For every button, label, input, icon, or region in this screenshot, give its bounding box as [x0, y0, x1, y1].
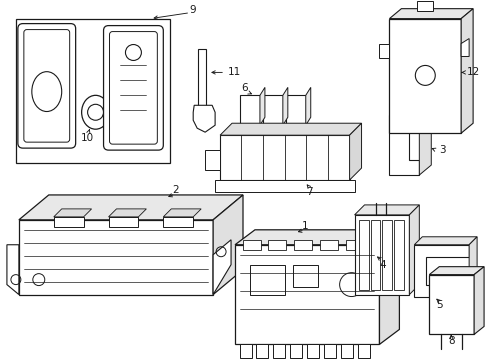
Bar: [358, 220, 368, 289]
Bar: [240, 345, 251, 358]
Text: 1: 1: [301, 221, 307, 231]
Bar: [220, 135, 349, 180]
Bar: [16, 19, 170, 163]
Polygon shape: [379, 230, 399, 345]
Bar: [357, 345, 369, 358]
Bar: [267, 240, 285, 250]
Text: 10: 10: [81, 133, 94, 143]
Polygon shape: [388, 9, 472, 19]
Bar: [289, 345, 301, 358]
Bar: [163, 217, 193, 227]
Bar: [370, 220, 380, 289]
Bar: [394, 220, 404, 289]
Bar: [319, 240, 337, 250]
Polygon shape: [408, 205, 419, 294]
Bar: [272, 345, 285, 358]
Polygon shape: [349, 123, 361, 180]
Bar: [345, 240, 363, 250]
Bar: [16, 19, 170, 163]
Bar: [340, 345, 352, 358]
Bar: [249, 265, 285, 294]
Bar: [323, 345, 335, 358]
FancyBboxPatch shape: [18, 24, 76, 148]
Bar: [108, 217, 138, 227]
Text: 2: 2: [172, 185, 178, 195]
Polygon shape: [213, 195, 243, 294]
Polygon shape: [354, 205, 419, 215]
Text: 3: 3: [438, 145, 445, 155]
Text: 8: 8: [447, 336, 453, 346]
Bar: [54, 217, 83, 227]
Polygon shape: [388, 115, 419, 175]
Polygon shape: [468, 237, 476, 297]
Polygon shape: [220, 123, 361, 135]
Bar: [243, 240, 261, 250]
Bar: [293, 240, 311, 250]
Polygon shape: [282, 87, 287, 125]
Polygon shape: [163, 209, 201, 217]
Text: 9: 9: [188, 5, 195, 15]
Text: 7: 7: [306, 187, 312, 197]
Polygon shape: [235, 245, 379, 345]
Polygon shape: [419, 105, 430, 175]
Polygon shape: [413, 237, 476, 245]
Bar: [198, 49, 206, 108]
Text: 4: 4: [378, 260, 385, 270]
Bar: [215, 180, 354, 192]
Bar: [354, 215, 408, 294]
Bar: [416, 1, 432, 11]
Bar: [285, 95, 305, 125]
Bar: [388, 19, 460, 133]
Polygon shape: [379, 44, 388, 58]
Bar: [306, 345, 318, 358]
Polygon shape: [235, 230, 399, 245]
Polygon shape: [19, 195, 243, 220]
Polygon shape: [54, 209, 91, 217]
Bar: [240, 95, 260, 125]
Polygon shape: [413, 245, 468, 297]
Polygon shape: [193, 105, 215, 132]
Bar: [263, 95, 282, 125]
Bar: [255, 345, 267, 358]
Polygon shape: [213, 240, 230, 294]
Text: 12: 12: [466, 67, 479, 77]
Polygon shape: [460, 9, 472, 133]
Text: 5: 5: [435, 300, 442, 310]
Polygon shape: [428, 267, 483, 275]
Text: 11: 11: [227, 67, 241, 77]
Bar: [382, 220, 392, 289]
Polygon shape: [205, 150, 220, 170]
Polygon shape: [305, 87, 310, 125]
Polygon shape: [7, 245, 19, 294]
Bar: [428, 275, 473, 334]
Polygon shape: [388, 105, 430, 115]
Polygon shape: [473, 267, 483, 334]
Polygon shape: [460, 39, 468, 57]
Text: 6: 6: [241, 84, 248, 93]
FancyBboxPatch shape: [103, 26, 163, 150]
Polygon shape: [19, 220, 213, 294]
Bar: [292, 265, 317, 287]
Polygon shape: [108, 209, 146, 217]
Polygon shape: [260, 87, 264, 125]
